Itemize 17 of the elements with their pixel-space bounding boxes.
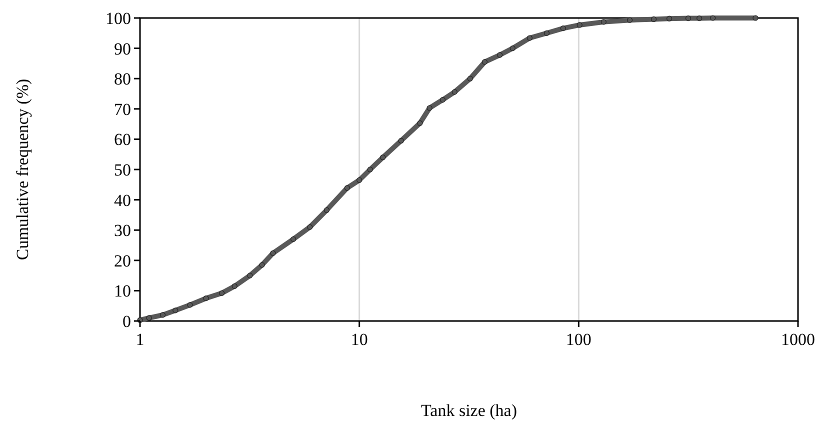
y-tick-label: 70 — [114, 100, 131, 119]
y-tick-label: 40 — [114, 190, 131, 210]
y-tick-label: 10 — [114, 282, 131, 301]
y-tick-label: 100 — [106, 9, 131, 28]
x-tick-label: 100 — [566, 330, 592, 349]
y-tick-label: 50 — [114, 160, 131, 180]
x-axis-title: Tank size (ha) — [420, 401, 518, 420]
y-tick-label: 20 — [114, 251, 131, 270]
y-axis-title: Cumulative frequency (%) — [13, 78, 32, 260]
y-tick-label: 30 — [114, 221, 131, 240]
y-tick-label: 60 — [114, 130, 131, 150]
x-tick-label: 1000 — [781, 330, 815, 349]
y-tick-label: 0 — [122, 312, 131, 331]
x-tick-label: 1 — [136, 330, 144, 349]
y-tick-label: 80 — [114, 70, 131, 89]
y-tick-label: 90 — [114, 39, 131, 58]
x-tick-label: 10 — [350, 330, 368, 349]
